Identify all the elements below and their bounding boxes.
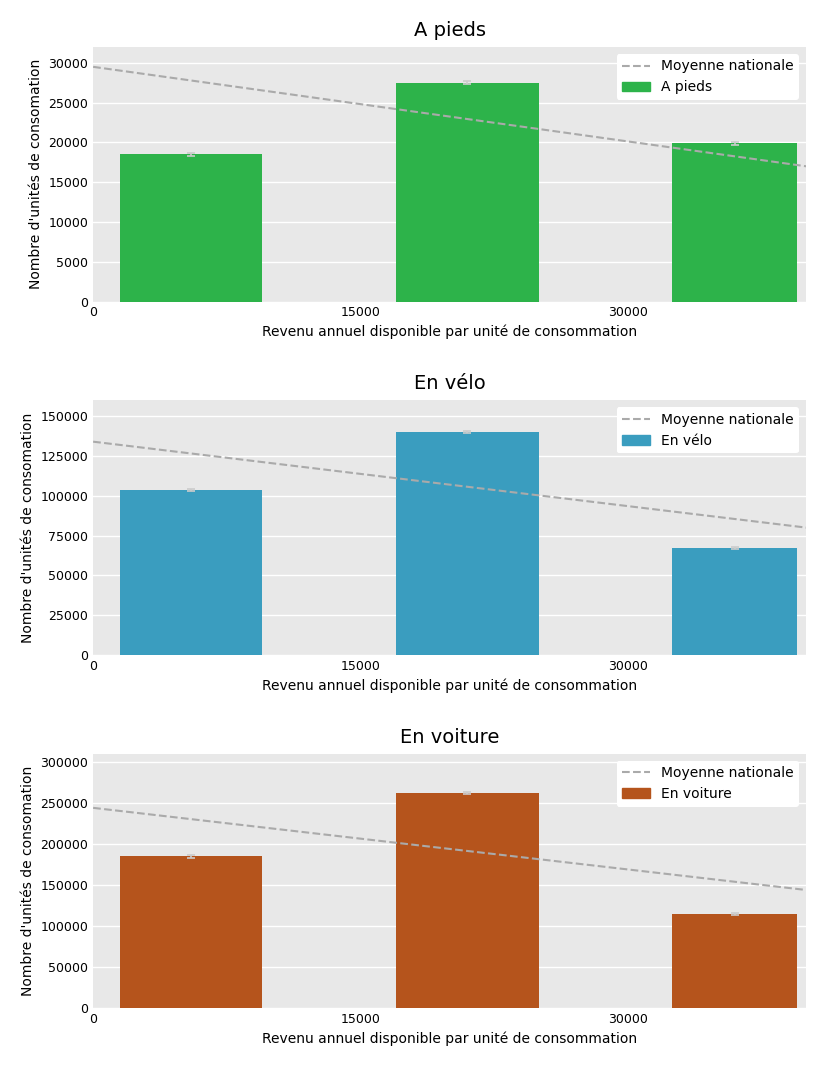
Bar bbox=[120, 490, 262, 655]
Bar bbox=[672, 913, 797, 1008]
Y-axis label: Nombre d'unités de consomation: Nombre d'unités de consomation bbox=[21, 413, 35, 642]
Bar bbox=[120, 155, 262, 302]
Legend: Moyenne nationale, En vélo: Moyenne nationale, En vélo bbox=[617, 408, 799, 453]
Bar bbox=[396, 793, 538, 1008]
Legend: Moyenne nationale, En voiture: Moyenne nationale, En voiture bbox=[617, 761, 799, 807]
Bar bbox=[396, 432, 538, 655]
Y-axis label: Nombre d'unités de consomation: Nombre d'unités de consomation bbox=[29, 59, 43, 289]
Bar bbox=[672, 143, 797, 302]
Bar bbox=[120, 857, 262, 1008]
Y-axis label: Nombre d'unités de consomation: Nombre d'unités de consomation bbox=[21, 766, 35, 997]
X-axis label: Revenu annuel disponible par unité de consommation: Revenu annuel disponible par unité de co… bbox=[262, 679, 638, 692]
X-axis label: Revenu annuel disponible par unité de consommation: Revenu annuel disponible par unité de co… bbox=[262, 325, 638, 339]
Legend: Moyenne nationale, A pieds: Moyenne nationale, A pieds bbox=[617, 54, 799, 100]
Bar bbox=[396, 83, 538, 302]
Title: En vélo: En vélo bbox=[414, 375, 485, 393]
Bar bbox=[672, 548, 797, 655]
X-axis label: Revenu annuel disponible par unité de consommation: Revenu annuel disponible par unité de co… bbox=[262, 1032, 638, 1046]
Title: A pieds: A pieds bbox=[414, 21, 485, 39]
Title: En voiture: En voiture bbox=[400, 728, 500, 747]
